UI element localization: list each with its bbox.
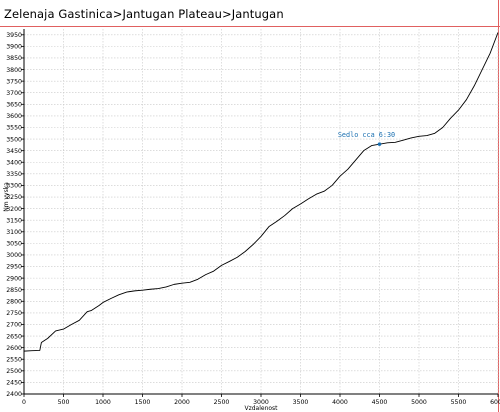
annotation-label: Sedlo cca 6:30 — [338, 131, 395, 139]
y-tick-label: 3800 — [6, 67, 22, 74]
frame-edge — [498, 0, 499, 412]
x-tick-label: 2000 — [174, 399, 190, 406]
y-tick-label: 3900 — [6, 44, 22, 51]
y-tick-label: 3100 — [6, 229, 22, 236]
y-tick-label: 3250 — [6, 194, 22, 201]
annotations: Sedlo cca 6:30 — [338, 131, 395, 146]
y-tick-label: 2700 — [6, 322, 22, 329]
y-axis-title: Nm vyska — [3, 182, 10, 212]
y-ticks: 2400 2450 2500 2550 2600 2650 2700 2750 2800 2850… — [6, 32, 24, 398]
y-tick-label: 3300 — [6, 183, 22, 190]
y-tick-label: 2800 — [6, 299, 22, 306]
y-tick-label: 3150 — [6, 217, 22, 224]
series-line — [23, 32, 499, 352]
y-tick-label: 3200 — [6, 206, 22, 213]
y-tick-label: 3000 — [6, 252, 22, 259]
y-tick-label: 2900 — [6, 275, 22, 282]
y-tick-label: 3550 — [6, 125, 22, 132]
y-tick-label: 2500 — [6, 368, 22, 375]
x-tick-label: 1000 — [95, 399, 111, 406]
x-tick-label: 6000 — [490, 399, 500, 406]
x-tick-label: 2500 — [214, 399, 230, 406]
x-tick-label: 4000 — [332, 399, 348, 406]
x-tick-label: 4500 — [372, 399, 388, 406]
annotation-marker — [377, 142, 382, 146]
x-tick-label: 0 — [22, 399, 26, 406]
y-tick-label: 2750 — [6, 310, 22, 317]
y-tick-label: 3650 — [6, 102, 22, 109]
y-tick-label: 3500 — [6, 136, 22, 143]
y-tick-label: 2450 — [6, 380, 22, 387]
x-tick-label: 3000 — [253, 399, 269, 406]
y-tick-label: 3400 — [6, 159, 22, 166]
y-tick-label: 2400 — [6, 391, 22, 398]
y-tick-label: 3350 — [6, 171, 22, 178]
y-tick-label: 3750 — [6, 78, 22, 85]
grid — [24, 29, 499, 394]
y-tick-label: 3050 — [6, 241, 22, 248]
x-axis-title: Vzdalenost — [244, 405, 278, 412]
y-tick-label: 2650 — [6, 333, 22, 340]
x-tick-label: 5000 — [411, 399, 427, 406]
y-tick-label: 3600 — [6, 113, 22, 120]
y-tick-label: 2600 — [6, 345, 22, 352]
x-ticks: 0 500 1000 1500 2000 2500 3000 3500 4000 4500 5000… — [22, 394, 500, 406]
x-tick-label: 500 — [58, 399, 70, 406]
chart-title: Zelenaja Gastinica>Jantugan Plateau>Jant… — [4, 7, 284, 21]
title-bar: Zelenaja Gastinica>Jantugan Plateau>Jant… — [0, 0, 500, 27]
y-tick-label: 2550 — [6, 356, 22, 363]
x-tick-label: 3500 — [293, 399, 309, 406]
y-tick-label: 2950 — [6, 264, 22, 271]
y-tick-label: 2850 — [6, 287, 22, 294]
y-tick-label: 3700 — [6, 90, 22, 97]
y-tick-label: 3950 — [6, 32, 22, 39]
x-tick-label: 1500 — [135, 399, 151, 406]
x-tick-label: 5500 — [451, 399, 467, 406]
y-tick-label: 3450 — [6, 148, 22, 155]
y-tick-label: 3850 — [6, 55, 22, 62]
